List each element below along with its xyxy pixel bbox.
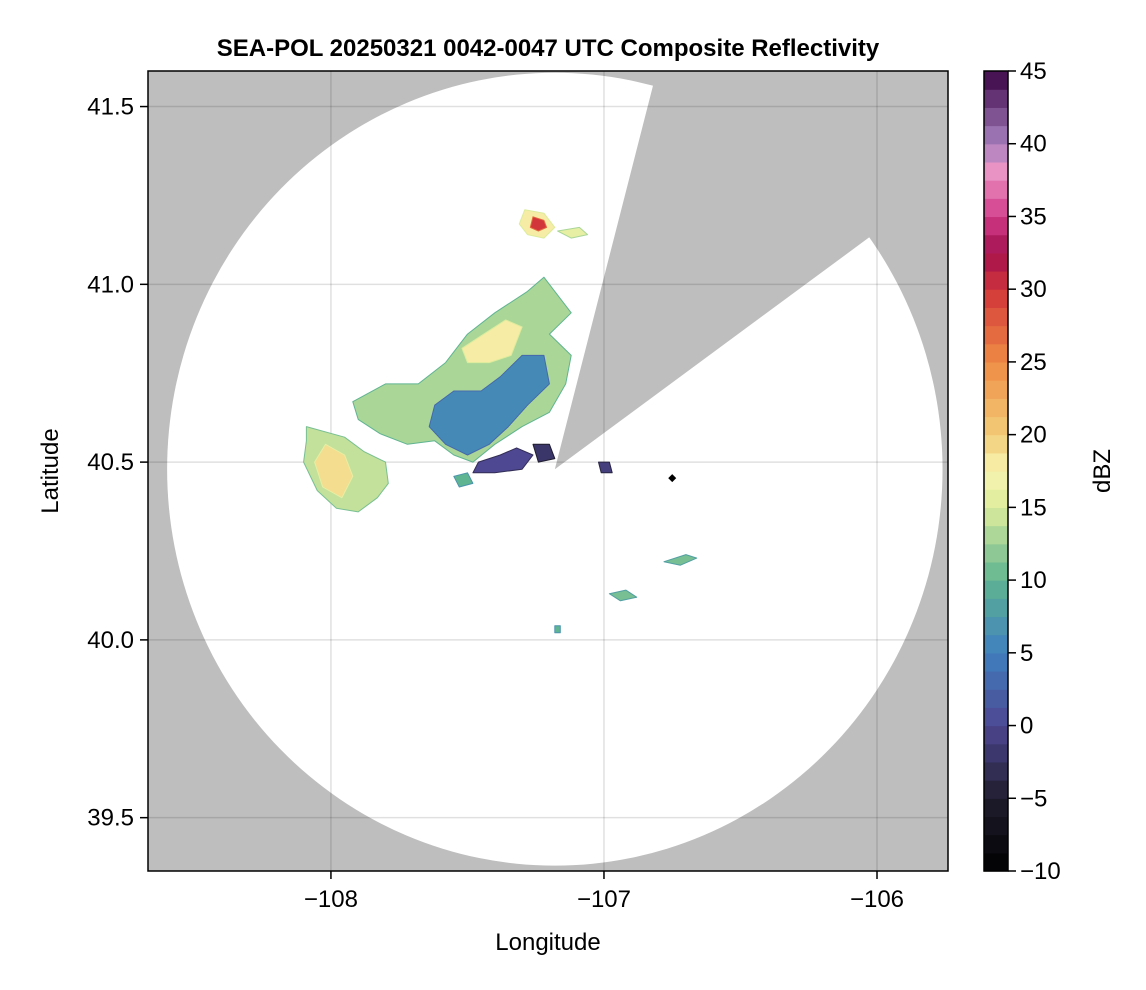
y-tick-label: 41.0	[87, 271, 134, 298]
colorbar: −10 −5 0 5 10 15 20 25 30 35 40 45	[983, 58, 1061, 885]
colorbar-segment	[984, 198, 1008, 218]
colorbar-tick-label: 15	[1020, 494, 1047, 521]
colorbar-segment	[984, 252, 1008, 272]
echo-region	[532, 443, 556, 463]
colorbar-segment	[984, 525, 1008, 545]
colorbar-tick-label: 35	[1020, 203, 1047, 230]
colorbar-segment	[984, 743, 1008, 763]
colorbar-frame	[983, 70, 1009, 872]
echo-region	[461, 319, 523, 364]
colorbar-segment	[984, 761, 1008, 781]
colorbar-segment	[984, 125, 1008, 145]
y-tick-label: 41.5	[87, 94, 134, 121]
x-axis: −108 −107 −106	[304, 871, 904, 913]
plot-area	[148, 71, 948, 871]
echo-region	[598, 461, 613, 474]
colorbar-segment	[984, 325, 1008, 345]
colorbar-tick-label: 5	[1020, 640, 1033, 667]
echo-region	[314, 443, 354, 499]
colorbar-segment	[984, 598, 1008, 618]
colorbar-tick-label: 10	[1020, 567, 1047, 594]
colorbar-segment	[984, 834, 1008, 854]
colorbar-segment	[984, 216, 1008, 236]
y-tick-label: 39.5	[87, 805, 134, 832]
colorbar-tick-label: −5	[1020, 785, 1047, 812]
x-axis-label: Longitude	[495, 929, 600, 956]
colorbar-tick-label: 30	[1020, 276, 1047, 303]
y-axis: 39.5 40.0 40.5 41.0 41.5	[87, 94, 148, 832]
colorbar-segment	[984, 652, 1008, 672]
colorbar-segment	[984, 180, 1008, 199]
colorbar-tick-label: 40	[1020, 131, 1047, 158]
colorbar-segment	[984, 671, 1008, 690]
plot-frame	[147, 70, 949, 872]
colorbar-segment	[984, 489, 1008, 508]
colorbar-segment	[984, 89, 1008, 108]
colorbar-segment	[984, 307, 1008, 327]
y-tick-label: 40.0	[87, 627, 134, 654]
colorbar-segment	[984, 361, 1008, 381]
echo-region	[453, 472, 474, 488]
colorbar-segment	[984, 107, 1008, 127]
colorbar-segment	[984, 780, 1008, 799]
colorbar-label: dBZ	[1089, 449, 1116, 493]
y-tick-label: 40.5	[87, 449, 134, 476]
colorbar-tick-label: 45	[1020, 58, 1047, 85]
colorbar-segment	[984, 471, 1008, 490]
colorbar-segment	[984, 580, 1008, 599]
colorbar-segment	[984, 707, 1008, 727]
colorbar-segment	[984, 798, 1008, 818]
colorbar-tick-label: 20	[1020, 422, 1047, 449]
colorbar-segment	[984, 161, 1008, 181]
echo-region	[663, 554, 698, 566]
colorbar-segment	[984, 289, 1008, 308]
colorbar-segment	[984, 561, 1008, 581]
colorbar-segment	[984, 507, 1008, 527]
chart-title: SEA-POL 20250321 0042-0047 UTC Composite…	[217, 35, 880, 62]
y-axis-label: Latitude	[37, 428, 64, 513]
x-tick-label: −106	[850, 886, 904, 913]
colorbar-tick-label: 25	[1020, 349, 1047, 376]
echo-region	[608, 589, 638, 602]
echoes	[303, 209, 698, 634]
echo-region	[529, 216, 548, 232]
colorbar-segment	[984, 452, 1008, 472]
echo-region	[557, 226, 589, 239]
colorbar-tick-label: −10	[1020, 858, 1061, 885]
colorbar-segment	[984, 816, 1008, 836]
colorbar-segment	[984, 143, 1008, 163]
colorbar-segment	[984, 725, 1008, 745]
colorbar-segment	[984, 416, 1008, 436]
colorbar-segment	[984, 434, 1008, 454]
echo-region	[428, 354, 550, 456]
blocked-sector	[554, 71, 948, 470]
colorbar-segment	[984, 343, 1008, 363]
echo-region	[554, 625, 561, 634]
echo-region	[472, 447, 534, 474]
colorbar-segment	[984, 398, 1008, 418]
colorbar-segment	[984, 380, 1008, 399]
colorbar-segment	[984, 71, 1008, 90]
x-tick-label: −108	[304, 886, 358, 913]
x-tick-label: −107	[577, 886, 631, 913]
colorbar-segment	[984, 634, 1008, 654]
colorbar-segment	[984, 271, 1008, 290]
colorbar-segment	[984, 234, 1008, 254]
site-marker	[668, 474, 677, 483]
colorbar-segment	[984, 852, 1008, 872]
colorbar-tick-label: 0	[1020, 713, 1033, 740]
colorbar-segment	[984, 543, 1008, 563]
colorbar-segment	[984, 689, 1008, 708]
colorbar-segment	[984, 616, 1008, 636]
